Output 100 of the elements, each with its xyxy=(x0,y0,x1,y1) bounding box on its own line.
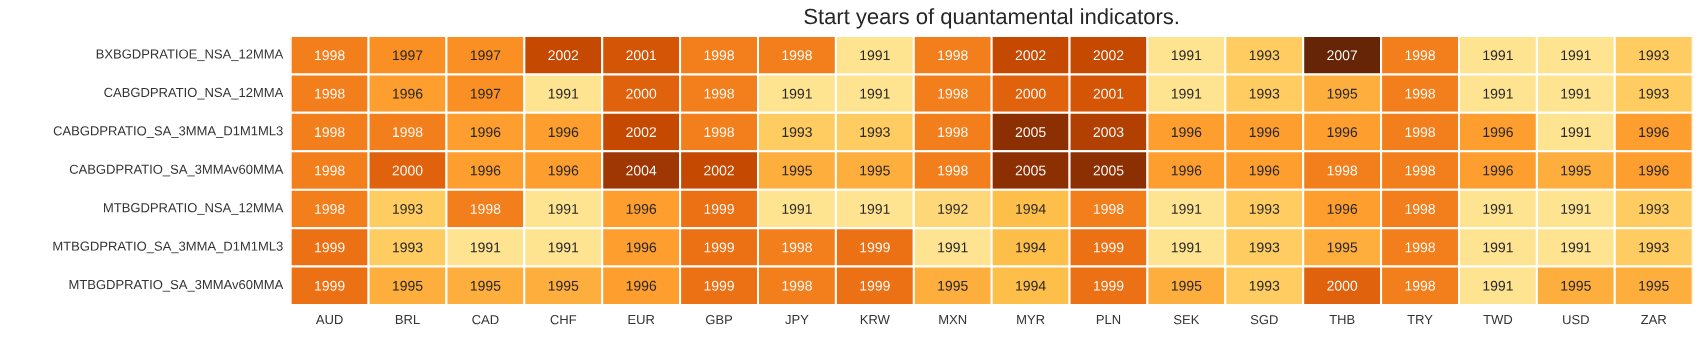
x-tick-label: SEK xyxy=(1173,315,1200,325)
x-tick-label: CHF xyxy=(550,315,577,325)
x-tick-label: CAD xyxy=(472,315,499,325)
data-label: 1995 xyxy=(1639,280,1669,291)
data-label: 1998 xyxy=(1405,280,1435,291)
data-label: 1999 xyxy=(315,280,345,291)
data-label: 1991 xyxy=(1483,88,1513,99)
data-label: 1996 xyxy=(1327,203,1358,214)
data-label: 2001 xyxy=(1093,88,1124,99)
data-label: 1996 xyxy=(626,280,657,291)
data-label: 1998 xyxy=(470,203,501,214)
data-label: 1998 xyxy=(938,88,968,99)
data-label: 1993 xyxy=(1249,88,1280,99)
data-label: 1996 xyxy=(1483,165,1513,176)
data-label: 1996 xyxy=(548,127,579,138)
data-label: 2007 xyxy=(1327,50,1357,61)
data-label: 2000 xyxy=(1327,280,1358,291)
x-tick-label: TWD xyxy=(1483,315,1513,324)
data-label: 1993 xyxy=(393,203,423,214)
data-label: 2001 xyxy=(626,50,657,61)
y-tick-label: MTBGDPRATIO_SA_3MMAv60MMA xyxy=(69,279,284,292)
data-label: 1999 xyxy=(860,242,890,253)
data-label: 1998 xyxy=(782,242,812,253)
data-label: 1999 xyxy=(315,242,345,253)
y-tick-label: MTBGDPRATIO_NSA_12MMA xyxy=(104,203,284,215)
data-label: 1996 xyxy=(1639,165,1669,176)
x-tick-label: GBP xyxy=(705,315,733,325)
data-label: 1991 xyxy=(470,242,501,253)
data-label: 1995 xyxy=(1561,165,1591,176)
data-label: 1991 xyxy=(1561,242,1591,253)
data-label: 1999 xyxy=(1093,280,1124,291)
data-label: 1996 xyxy=(626,242,657,253)
data-label: 1991 xyxy=(1483,280,1513,291)
data-label: 1995 xyxy=(393,280,423,291)
y-tick-label: CABGDPRATIO_SA_3MMAv60MMA xyxy=(69,164,284,177)
data-label: 1998 xyxy=(782,50,812,61)
data-label: 1991 xyxy=(782,203,812,214)
data-label: 1998 xyxy=(1093,203,1124,214)
x-tick-label: MYR xyxy=(1017,315,1045,324)
y-tick-label: MTBGDPRATIO_SA_3MMA_D1M1ML3 xyxy=(53,241,283,254)
y-tick-label: CABGDPRATIO_SA_3MMA_D1M1ML3 xyxy=(53,126,283,138)
data-label: 1998 xyxy=(1405,127,1435,138)
data-label: 1991 xyxy=(1171,242,1202,253)
data-label: 1996 xyxy=(1171,127,1202,138)
data-label: 1993 xyxy=(393,242,423,253)
data-label: 1998 xyxy=(1327,165,1358,176)
data-label: 1998 xyxy=(782,280,812,291)
data-label: 1998 xyxy=(1405,88,1435,99)
data-label: 1991 xyxy=(1483,242,1513,253)
data-label: 1999 xyxy=(704,280,734,291)
data-label: 1994 xyxy=(1016,280,1046,291)
data-label: 1995 xyxy=(548,280,579,291)
data-label: 1995 xyxy=(782,165,812,176)
x-tick-label: JPY xyxy=(785,315,809,325)
data-label: 1993 xyxy=(1249,242,1280,253)
data-label: 1996 xyxy=(1171,165,1202,176)
data-label: 1991 xyxy=(860,50,890,61)
data-label: 1992 xyxy=(938,203,968,214)
data-label: 1993 xyxy=(1639,50,1669,61)
data-label: 2004 xyxy=(626,165,657,176)
data-label: 1991 xyxy=(938,242,968,253)
data-label: 2000 xyxy=(626,88,657,99)
data-label: 2002 xyxy=(1093,50,1124,61)
data-label: 1998 xyxy=(704,50,735,61)
data-label: 1995 xyxy=(860,165,890,176)
data-label: 1998 xyxy=(1405,203,1435,214)
data-label: 1997 xyxy=(470,88,501,99)
data-label: 1998 xyxy=(315,50,345,61)
data-label: 1993 xyxy=(1639,88,1669,99)
data-label: 1995 xyxy=(470,280,501,291)
data-label: 1998 xyxy=(1405,165,1435,176)
data-label: 1991 xyxy=(1483,203,1513,214)
data-label: 1998 xyxy=(1405,242,1435,253)
data-label: 1993 xyxy=(1639,203,1669,214)
data-label: 1991 xyxy=(548,88,579,99)
data-label: 1999 xyxy=(704,203,734,214)
data-label: 1995 xyxy=(1561,280,1591,291)
data-label: 1991 xyxy=(1171,203,1202,214)
data-label: 1993 xyxy=(1249,50,1280,61)
data-label: 2005 xyxy=(1093,165,1124,176)
data-label: 1991 xyxy=(1561,127,1591,138)
data-label: 1993 xyxy=(1249,203,1280,214)
data-label: 1998 xyxy=(315,88,345,99)
data-label: 1991 xyxy=(1561,50,1591,61)
data-label: 1991 xyxy=(782,88,812,99)
data-label: 1996 xyxy=(1249,127,1280,138)
data-label: 1991 xyxy=(1171,88,1202,99)
data-label: 1999 xyxy=(860,280,890,291)
data-label: 1995 xyxy=(1171,280,1202,291)
data-label: 1991 xyxy=(1561,203,1591,214)
x-tick-label: AUD xyxy=(315,315,343,325)
data-label: 1995 xyxy=(938,280,968,291)
data-label: 1991 xyxy=(860,88,890,99)
data-label: 1996 xyxy=(1249,165,1280,176)
data-label: 1995 xyxy=(1327,242,1358,253)
data-label: 2005 xyxy=(1015,127,1046,138)
x-tick-label: USD xyxy=(1563,315,1589,325)
data-label: 1996 xyxy=(470,165,501,176)
data-label: 2000 xyxy=(1015,88,1046,99)
data-label: 1991 xyxy=(1483,50,1513,61)
